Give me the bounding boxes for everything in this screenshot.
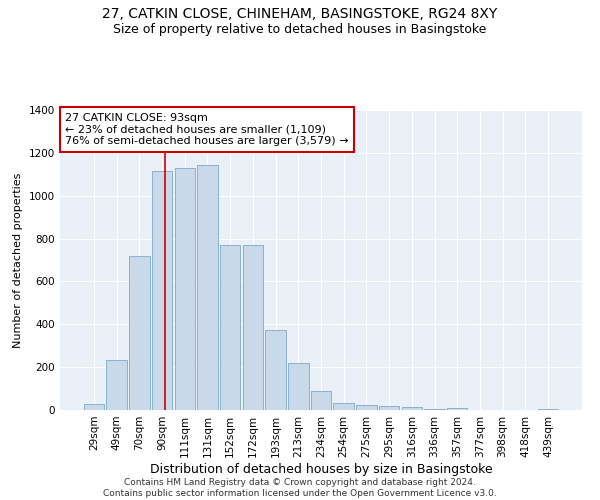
Bar xyxy=(334,402,354,410)
Bar xyxy=(220,245,241,410)
Text: 27 CATKIN CLOSE: 93sqm
← 23% of detached houses are smaller (1,109)
76% of semi-: 27 CATKIN CLOSE: 93sqm ← 23% of detached… xyxy=(65,113,349,146)
Bar xyxy=(84,404,104,410)
Text: Contains HM Land Registry data © Crown copyright and database right 2024.
Contai: Contains HM Land Registry data © Crown c… xyxy=(103,478,497,498)
Bar xyxy=(311,390,331,410)
Y-axis label: Number of detached properties: Number of detached properties xyxy=(13,172,23,348)
Text: Size of property relative to detached houses in Basingstoke: Size of property relative to detached ho… xyxy=(113,22,487,36)
Bar xyxy=(242,245,263,410)
Bar xyxy=(265,330,286,410)
Bar xyxy=(106,360,127,410)
Bar xyxy=(356,404,377,410)
Bar xyxy=(129,256,149,410)
Bar xyxy=(401,408,422,410)
Bar xyxy=(538,409,558,410)
Text: 27, CATKIN CLOSE, CHINEHAM, BASINGSTOKE, RG24 8XY: 27, CATKIN CLOSE, CHINEHAM, BASINGSTOKE,… xyxy=(103,8,497,22)
Bar xyxy=(197,164,218,410)
Bar xyxy=(288,363,308,410)
Bar xyxy=(424,409,445,410)
Bar xyxy=(152,171,172,410)
X-axis label: Distribution of detached houses by size in Basingstoke: Distribution of detached houses by size … xyxy=(149,462,493,475)
Bar xyxy=(447,408,467,410)
Bar xyxy=(175,168,195,410)
Bar xyxy=(379,406,400,410)
